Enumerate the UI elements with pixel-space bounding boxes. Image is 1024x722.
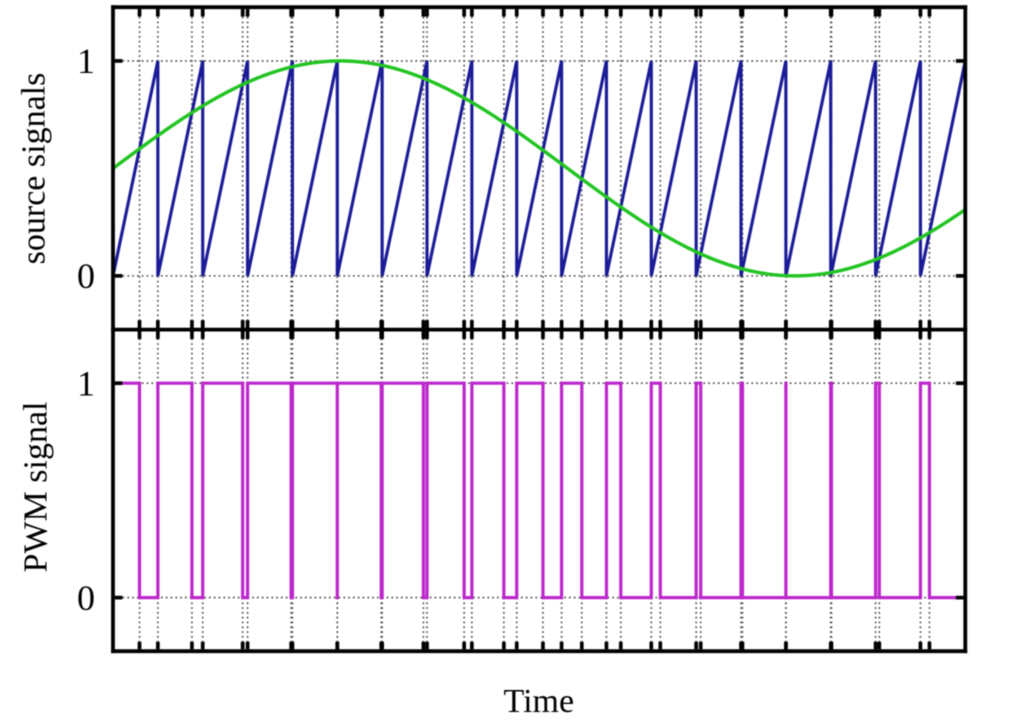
svg-text:1: 1: [77, 364, 95, 404]
svg-text:1: 1: [77, 41, 95, 81]
svg-text:Time: Time: [504, 683, 575, 717]
svg-text:source signals: source signals: [16, 73, 53, 265]
svg-text:0: 0: [77, 578, 95, 618]
svg-text:PWM signal: PWM signal: [18, 402, 55, 573]
svg-text:0: 0: [77, 256, 95, 296]
